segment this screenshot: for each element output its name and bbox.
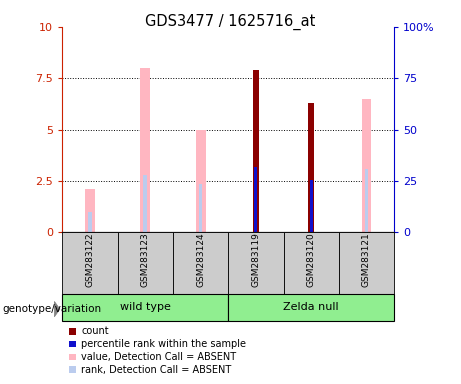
Bar [140, 68, 150, 232]
Bar [143, 175, 147, 232]
Text: GDS3477 / 1625716_at: GDS3477 / 1625716_at [145, 13, 316, 30]
Bar [228, 294, 394, 321]
Text: GSM283123: GSM283123 [141, 233, 150, 287]
Bar [308, 103, 314, 232]
Bar [228, 232, 284, 294]
Bar [173, 232, 228, 294]
Bar [62, 232, 118, 294]
Bar [85, 189, 95, 232]
Text: GSM283122: GSM283122 [85, 233, 95, 287]
Bar [361, 99, 372, 232]
Text: GSM283124: GSM283124 [196, 233, 205, 287]
Bar [365, 169, 368, 232]
Bar [88, 212, 92, 232]
Text: GSM283120: GSM283120 [307, 233, 316, 287]
Bar [199, 184, 202, 232]
Bar [253, 70, 259, 232]
Text: wild type: wild type [120, 302, 171, 312]
Bar [339, 232, 394, 294]
Bar [254, 167, 257, 232]
Text: GSM283119: GSM283119 [251, 233, 260, 287]
Bar [195, 130, 206, 232]
Text: GSM283121: GSM283121 [362, 233, 371, 287]
Text: genotype/variation: genotype/variation [2, 304, 101, 314]
Bar [118, 232, 173, 294]
Bar [284, 232, 339, 294]
Legend: count, percentile rank within the sample, value, Detection Call = ABSENT, rank, : count, percentile rank within the sample… [65, 323, 250, 379]
Bar [310, 180, 313, 232]
Text: Zelda null: Zelda null [284, 302, 339, 312]
Bar [62, 294, 228, 321]
